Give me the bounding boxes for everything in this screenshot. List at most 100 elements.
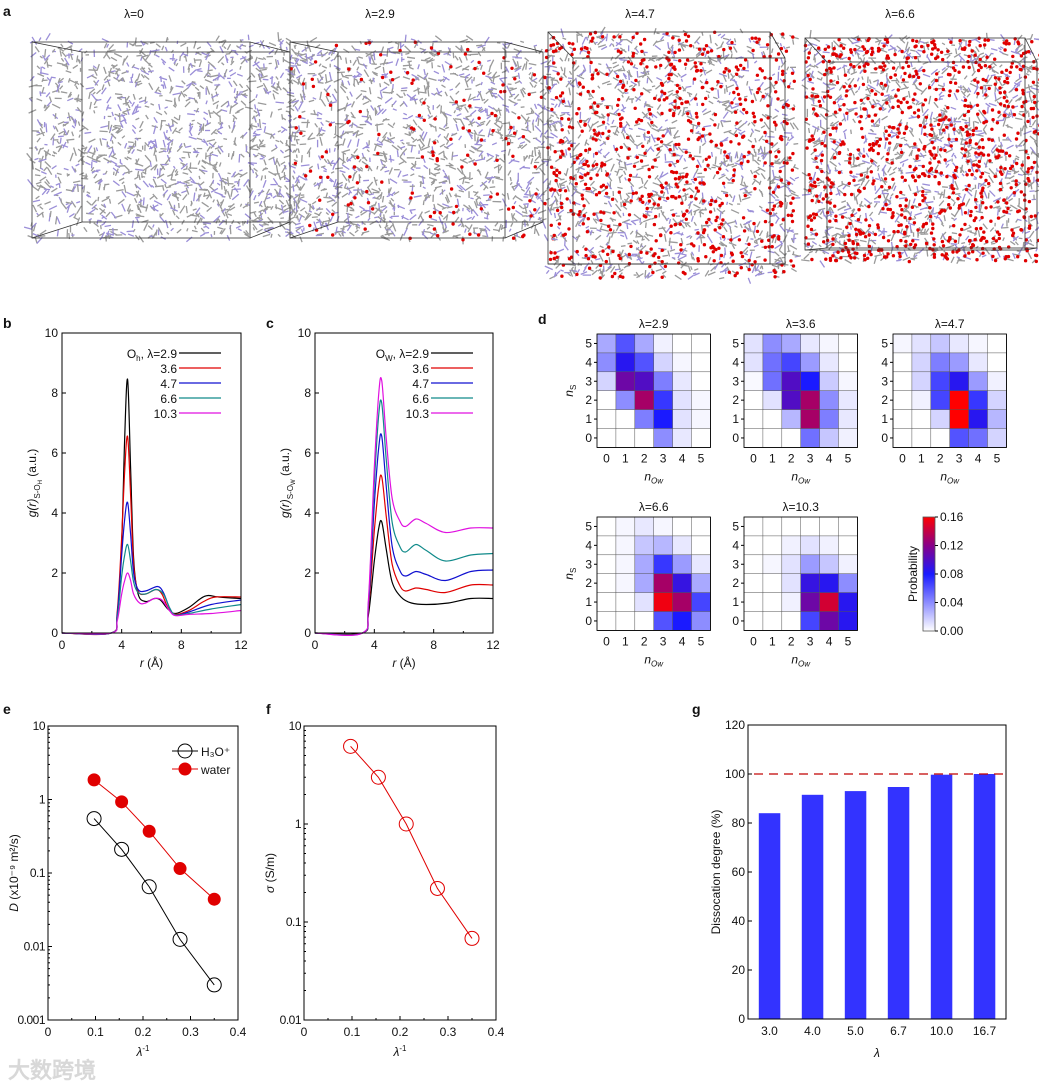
snapshot-title: λ=0 [124,7,144,21]
heatmap-cell [672,371,693,392]
heatmap-cell [691,333,711,354]
x-axis-label: nOw [791,652,811,668]
heatmap-cell [800,409,821,430]
heatmap-cell [911,409,932,430]
data-point [142,824,156,838]
x-axis-label: nOw [644,652,664,668]
heatmap-cell [615,371,636,392]
heatmap-cell [653,611,674,631]
heatmap-cell [672,592,693,613]
x-tick-label: 0 [59,638,66,652]
legend-label: 4.7 [412,377,429,391]
x-axis-label: λ-1 [135,1044,150,1059]
x-axis-label: nOw [644,469,664,485]
y-tick-label: 3 [585,557,592,571]
legend-label: Oh, λ=2.9 [127,347,177,363]
y-tick-label: 120 [725,718,745,732]
x-tick-label: 0.3 [440,1025,457,1039]
heatmap-cell [800,333,821,354]
heatmap-cell [672,573,693,594]
x-label-subscript: Ow [798,476,811,485]
y-tick-label: 0.001 [17,1013,45,1027]
heatmap-cell [838,573,858,594]
series-line-4 [314,377,494,637]
heatmap-cell [892,371,913,392]
heatmap-cell [691,371,711,392]
x-tick-label: 5.0 [847,1024,864,1038]
heatmap-cell [819,554,840,575]
series-line-2 [314,433,494,636]
heatmap-frame [743,333,858,448]
y-tick-label: 0 [881,431,888,445]
x-tick-label: 3 [807,451,814,465]
x-tick-label: 4 [371,638,378,652]
heatmap-cell [838,371,858,392]
data-point [87,773,101,787]
x-label-symbol: r [392,656,397,670]
y-label-symbol: g(r) [278,499,292,518]
y-tick-label: 0 [585,431,592,445]
x-axis-label: λ-1 [392,1044,407,1059]
heatmap-cell [653,516,674,537]
heatmap-cell [949,409,970,430]
x-axis-label: r (Å) [392,655,415,670]
data-point [464,930,480,946]
y-tick-label: 5 [585,519,592,533]
x-tick-label: 0.3 [182,1025,199,1039]
heatmap-cell [781,535,802,556]
polymer-network [23,32,307,245]
heatmap-cell [762,592,783,613]
y-axis-label: nS [562,385,578,397]
heatmap-cell [743,573,764,594]
heatmap-cell [819,611,840,631]
x-tick-label: 0 [603,634,610,648]
heatmap-cell [838,390,858,411]
heatmap-title: λ=2.9 [639,317,669,331]
heatmap-cell [672,516,693,537]
heatmap-cell [615,428,636,448]
heatmap-cell [968,371,989,392]
legend-label: OW, λ=2.9 [376,347,430,363]
heatmap-cell [762,573,783,594]
heatmap-cell [892,333,913,354]
legend: Oh, λ=2.93.64.76.610.3 [127,347,221,421]
y-tick-label: 3 [881,374,888,388]
heatmap-cell [653,371,674,392]
bar [801,794,824,1019]
heatmap-cell [911,352,932,373]
panel-letter-g: g [692,701,701,717]
legend-value: 3.6 [412,362,429,376]
heatmap-cell [743,352,764,373]
heatmap-cell [672,611,693,631]
y-tick-label: 5 [732,519,739,533]
heatmap-cell [596,592,617,613]
heatmap-cell [615,352,636,373]
heatmap-cell [762,554,783,575]
heatmap-cell [596,333,617,354]
heatmap-cell [968,390,989,411]
x-label-superscript: -1 [399,1044,407,1053]
y-tick-label: 4 [585,538,592,552]
heatmap-cell [968,428,989,448]
y-tick-label: 0.01 [24,940,46,954]
legend-label: 3.6 [160,362,177,376]
heatmap-cell [743,611,764,631]
heatmap-cell [615,592,636,613]
x-tick-label: 5 [845,451,852,465]
bar [887,787,910,1019]
y-tick-label: 8 [51,386,58,400]
y-label-subsubscript: H [38,480,44,484]
legend: OW, λ=2.93.64.76.610.3 [376,347,473,421]
heatmap-cell [596,573,617,594]
x-tick-label: 0 [312,638,319,652]
panel-letter-c: c [266,315,274,331]
heatmap-cell [672,554,693,575]
x-tick-label: 0 [899,451,906,465]
heatmap-cell [911,428,932,448]
data-point [398,816,414,832]
heatmap-cell [968,352,989,373]
legend-prefix: O [127,347,136,361]
panel-e-diffusion: 0 0.1 0.2 0.3 0.4 0.001 0.01 0.1 1 10 H₃O⁺ water λ-1… [7,719,247,1059]
